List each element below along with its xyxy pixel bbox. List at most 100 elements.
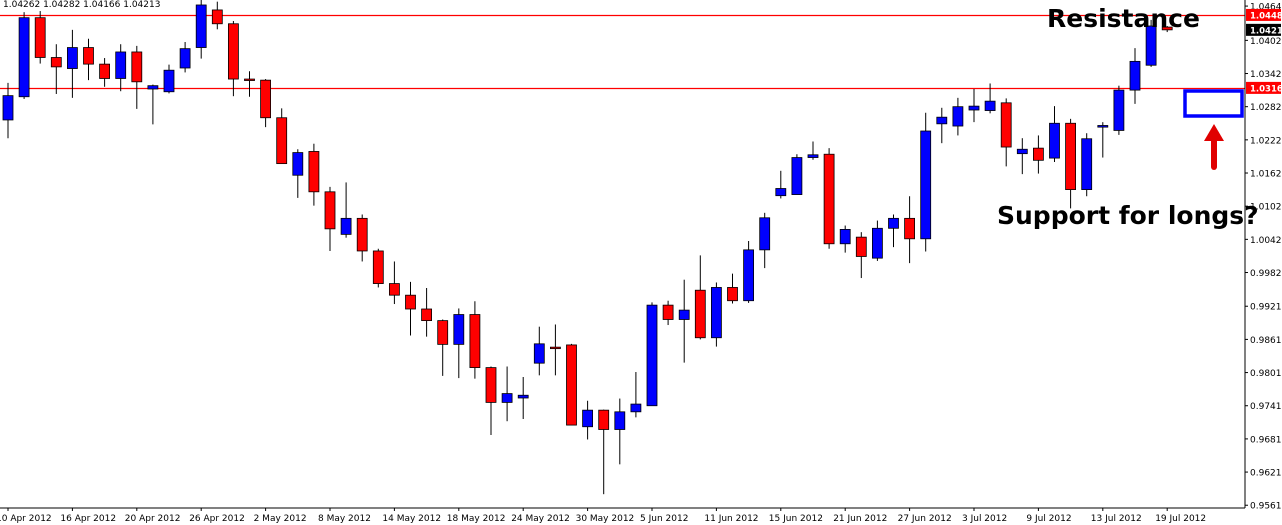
candle-body <box>388 283 400 296</box>
candle-body <box>356 217 368 252</box>
y-tick-label: 1.0042 <box>1250 236 1282 246</box>
candle-body <box>904 217 915 240</box>
candle-body <box>550 346 561 350</box>
candle <box>260 79 272 128</box>
candle-body <box>1000 102 1012 148</box>
candle-body <box>759 217 771 251</box>
candle-body <box>227 23 239 80</box>
candle <box>984 83 996 114</box>
candle-body <box>775 188 787 197</box>
candle-body <box>421 308 433 322</box>
candle <box>388 261 400 305</box>
y-tick-label: 1.0102 <box>1250 203 1282 213</box>
candle <box>308 143 320 206</box>
level-tag-0-text: 1.0448 <box>1250 11 1282 21</box>
candle-body <box>324 191 336 230</box>
candle <box>115 44 127 92</box>
candle-body <box>469 314 481 368</box>
y-tick-label: 0.9741 <box>1250 402 1282 412</box>
candle-body <box>662 304 674 320</box>
candle-body <box>678 309 690 320</box>
candle <box>855 232 867 279</box>
candle-body <box>453 314 465 345</box>
resistance-label: Resistance <box>1047 4 1200 33</box>
candle-body <box>694 289 706 339</box>
candle-body <box>292 152 304 176</box>
candle-body <box>83 47 94 65</box>
candle <box>759 212 771 269</box>
candle-body <box>405 294 416 310</box>
current-price-tag-text: 1.0421 <box>1250 26 1282 36</box>
candle <box>340 182 352 238</box>
candle-body <box>727 287 738 302</box>
candle <box>936 107 948 144</box>
candle <box>67 29 78 98</box>
candle-body <box>260 79 272 119</box>
horizontal-lines <box>0 14 1245 90</box>
y-tick-label: 1.0282 <box>1250 103 1282 113</box>
candle-body <box>276 117 288 165</box>
candle <box>1145 19 1157 67</box>
x-tick-label: 5 Jun 2012 <box>640 514 688 524</box>
candle <box>711 282 722 347</box>
y-tick-label: 0.9561 <box>1250 502 1282 512</box>
candle-body <box>807 154 819 158</box>
candle <box>372 248 384 288</box>
x-tick-label: 3 Jul 2012 <box>962 514 1007 524</box>
annotation-shapes: Resistance Support for longs? <box>997 4 1259 230</box>
candle-body <box>968 105 980 111</box>
candle <box>517 376 529 420</box>
candle <box>244 71 255 97</box>
candle <box>775 170 787 199</box>
candle <box>356 214 368 262</box>
candle <box>566 343 577 426</box>
candle-body <box>2 95 14 121</box>
candle <box>550 324 561 376</box>
candle-body <box>1161 26 1173 31</box>
candle <box>83 38 94 81</box>
candle-body <box>920 130 932 240</box>
support-label: Support for longs? <box>997 201 1259 230</box>
candle-body <box>99 63 110 79</box>
candle <box>598 409 610 495</box>
y-tick-label: 1.0464 <box>1250 3 1282 13</box>
candle-body <box>18 17 30 98</box>
candle-body <box>372 250 384 284</box>
candle <box>1049 106 1060 162</box>
x-tick-label: 8 May 2012 <box>318 514 371 524</box>
candle-body <box>582 409 593 428</box>
candle <box>163 64 175 94</box>
candle <box>1113 85 1125 135</box>
x-tick-label: 18 May 2012 <box>447 514 506 524</box>
x-tick-label: 27 Jun 2012 <box>898 514 952 524</box>
candle <box>1065 118 1076 209</box>
x-tick-labels: 10 Apr 2012 16 Apr 2012 20 Apr 2012 26 Apr … <box>0 508 1206 524</box>
candle-body <box>839 229 851 245</box>
candle <box>405 281 416 336</box>
x-tick-label: 9 Jul 2012 <box>1026 514 1071 524</box>
candle <box>421 287 433 337</box>
candle-body <box>1033 147 1044 161</box>
candle-body <box>195 4 207 48</box>
candle-body <box>984 100 996 111</box>
up-arrow-icon <box>1204 124 1224 170</box>
candle <box>147 84 159 125</box>
y-tick-label: 0.9621 <box>1250 469 1282 479</box>
x-tick-label: 11 Jun 2012 <box>704 514 758 524</box>
candle <box>1161 25 1173 33</box>
candle <box>227 21 239 97</box>
x-tick-label: 13 Jul 2012 <box>1091 514 1142 524</box>
candle <box>743 241 754 303</box>
candle-body <box>533 343 545 364</box>
candles <box>2 0 1173 495</box>
x-tick-label: 24 May 2012 <box>511 514 570 524</box>
candle-body <box>630 403 642 413</box>
candle-body <box>1081 138 1093 191</box>
candle <box>952 97 964 136</box>
candle <box>1000 98 1012 167</box>
candle <box>2 82 14 139</box>
candle <box>179 42 191 73</box>
candle <box>195 0 207 59</box>
y-tick-label: 0.9681 <box>1250 435 1282 445</box>
